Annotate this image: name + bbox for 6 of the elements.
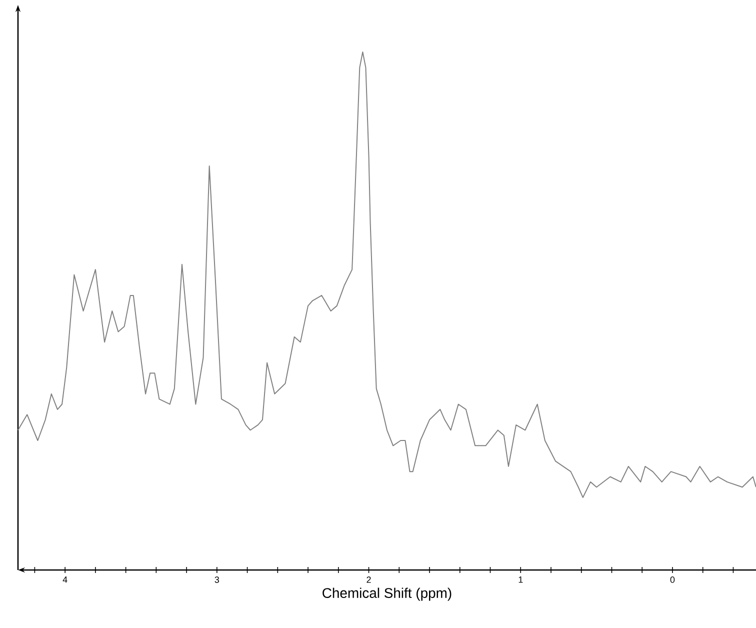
x-tick-label: 2	[366, 576, 371, 583]
x-axis-title: Chemical Shift (ppm)	[322, 588, 452, 601]
x-tick-label: 3	[214, 576, 220, 583]
x-tick-label: 0	[670, 576, 675, 583]
x-tick-label: 1	[518, 576, 523, 583]
x-tick-label: 4	[62, 576, 68, 583]
